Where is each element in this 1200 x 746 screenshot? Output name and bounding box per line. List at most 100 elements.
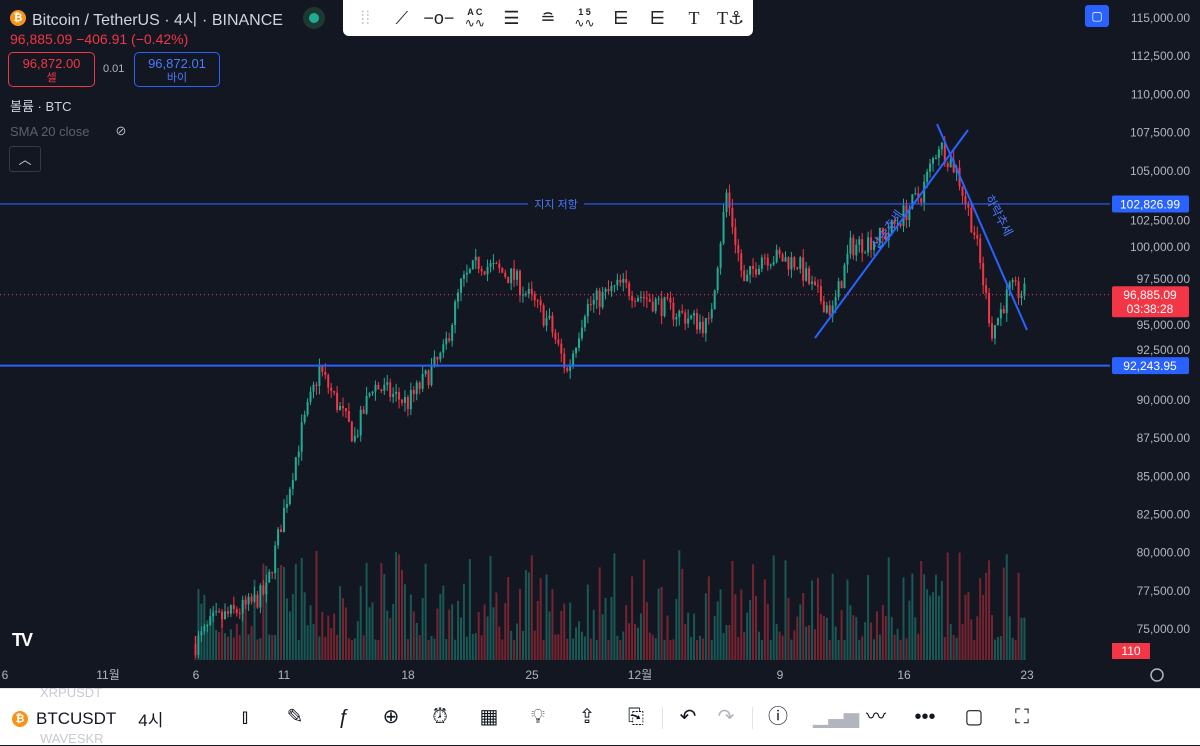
candle-body bbox=[1023, 283, 1026, 296]
add-plus-circle-icon[interactable]: ⊕ bbox=[382, 706, 400, 728]
volume-bar bbox=[952, 635, 955, 660]
volume-bar bbox=[498, 626, 501, 660]
volume-bar bbox=[660, 586, 663, 660]
spread: 0.01 bbox=[103, 63, 125, 75]
candle-body bbox=[327, 374, 330, 388]
volume-bar bbox=[507, 577, 510, 660]
volume-bar bbox=[560, 610, 563, 660]
volume-bar bbox=[433, 638, 436, 660]
volume-bar bbox=[693, 613, 696, 660]
fib-extension-icon[interactable]: ⋿ bbox=[649, 7, 666, 28]
text-icon[interactable]: T bbox=[688, 7, 700, 28]
volume-indicator-label[interactable]: 볼륨 · BTC bbox=[10, 99, 72, 114]
remove-drawings-icon[interactable]: ⎘ bbox=[628, 706, 644, 728]
drawing-pen-icon[interactable]: ✎ bbox=[286, 706, 304, 728]
trend-line-icon[interactable]: ⟋ bbox=[395, 7, 409, 28]
volume-bar bbox=[719, 589, 722, 660]
volume-bar bbox=[530, 555, 533, 660]
candle-body bbox=[967, 204, 970, 208]
interval-selector[interactable]: 4시 bbox=[138, 711, 164, 730]
candle-body bbox=[318, 366, 321, 386]
sell-button[interactable]: 96,872.00 셀 bbox=[8, 52, 95, 87]
volume-bar bbox=[814, 629, 816, 660]
uptrend-label: 상승추세 bbox=[869, 208, 906, 252]
candle-body bbox=[749, 265, 752, 275]
volume-bar bbox=[554, 634, 557, 660]
candle-body bbox=[631, 296, 634, 301]
volume-bar bbox=[929, 595, 932, 660]
candle-body bbox=[837, 281, 840, 297]
drag-handle-icon[interactable]: ⁞⁞ bbox=[360, 7, 371, 28]
candle-body bbox=[247, 596, 250, 605]
eye-hidden-icon[interactable]: ⊘ bbox=[115, 123, 127, 138]
candle-body bbox=[1005, 289, 1008, 314]
volume-bar bbox=[932, 592, 934, 660]
candle-body bbox=[1017, 281, 1020, 299]
candle-body bbox=[875, 242, 878, 244]
volume-bar bbox=[374, 639, 377, 660]
toggle-panel-button[interactable]: ▢ bbox=[1085, 5, 1109, 27]
volume-bar bbox=[634, 623, 637, 660]
candle-body bbox=[530, 288, 533, 294]
candle-body bbox=[843, 264, 846, 289]
parallel-channel-icon[interactable]: ☰ bbox=[503, 7, 520, 28]
candle-body bbox=[575, 347, 578, 354]
candle-body bbox=[226, 611, 229, 614]
indicators-fx-icon[interactable]: ƒ bbox=[337, 706, 349, 728]
layout-grid-icon[interactable]: ▦ bbox=[479, 706, 499, 728]
elliott-wave-icon[interactable]: 1 5 ∿∿ bbox=[569, 7, 599, 30]
candle-body bbox=[194, 644, 197, 655]
volume-bar bbox=[521, 630, 524, 660]
price-tick: 115,000.00 bbox=[1131, 11, 1190, 25]
volume-bar bbox=[471, 633, 474, 660]
volume-bar bbox=[398, 554, 401, 660]
candle-body bbox=[309, 391, 312, 402]
pitchfork-icon[interactable]: ≘ bbox=[540, 7, 556, 28]
anchored-text-icon[interactable]: T⚓︎ bbox=[717, 7, 745, 28]
candle-body bbox=[881, 227, 884, 234]
volume-bar bbox=[887, 557, 890, 660]
volume-bar bbox=[283, 567, 285, 660]
compare-icon[interactable]: 〰 bbox=[866, 706, 886, 728]
volume-bar bbox=[722, 633, 725, 660]
window-icon[interactable]: ▢ bbox=[964, 706, 984, 728]
idea-bulb-icon[interactable]: 💡︎ bbox=[531, 706, 545, 728]
volume-bar bbox=[690, 636, 693, 660]
redo-icon[interactable]: ↷ bbox=[717, 706, 735, 728]
volume-bar bbox=[330, 628, 333, 660]
symbol-selector[interactable]: ₿ BTCUSDT 4시 bbox=[12, 706, 163, 731]
candle-body bbox=[412, 389, 415, 395]
symbol-header[interactable]: ₿ Bitcoin / TetherUS · 4시 · BINANCE bbox=[10, 6, 325, 30]
volume-bar bbox=[937, 595, 940, 660]
candle-body bbox=[604, 288, 607, 292]
candle-body bbox=[663, 297, 666, 316]
tradingview-logo[interactable]: TV bbox=[12, 630, 33, 650]
fib-retracement-icon[interactable]: ⋿ bbox=[613, 7, 629, 28]
info-icon[interactable]: ⓘ bbox=[768, 706, 788, 728]
collapse-legend-button[interactable]: ︿ bbox=[9, 146, 41, 172]
candle-body bbox=[386, 382, 389, 385]
candle-body bbox=[398, 391, 401, 400]
more-icon[interactable]: ••• bbox=[914, 706, 936, 728]
sma-indicator-label[interactable]: SMA 20 close ⊘ bbox=[10, 123, 126, 139]
volume-bar bbox=[592, 609, 595, 660]
abcd-pattern-icon[interactable]: A C ∿∿ bbox=[460, 7, 490, 30]
buy-button[interactable]: 96,872.01 바이 bbox=[134, 52, 220, 87]
undo-icon[interactable]: ↶ bbox=[679, 706, 697, 728]
volume-bar bbox=[772, 555, 775, 660]
settings-gear-icon[interactable] bbox=[1150, 668, 1164, 682]
candle-body bbox=[280, 529, 283, 533]
volume-bar bbox=[1014, 639, 1017, 660]
fullscreen-icon[interactable]: ⛶ bbox=[1015, 706, 1029, 728]
share-icon[interactable]: ⇪ bbox=[578, 706, 596, 728]
alarm-clock-icon[interactable]: ⏰︎ bbox=[432, 706, 448, 728]
volume-profile-icon[interactable]: ▁▃▅ bbox=[813, 706, 860, 728]
candle-body bbox=[669, 298, 672, 303]
volume-bar bbox=[259, 638, 262, 660]
candle-body bbox=[949, 159, 952, 168]
price-tick: 87,500.00 bbox=[1137, 431, 1191, 445]
volume-bar bbox=[816, 577, 819, 660]
chart-type-icon[interactable]: ⫾ bbox=[241, 706, 249, 728]
horizontal-ray-icon[interactable]: −o− bbox=[423, 7, 455, 28]
